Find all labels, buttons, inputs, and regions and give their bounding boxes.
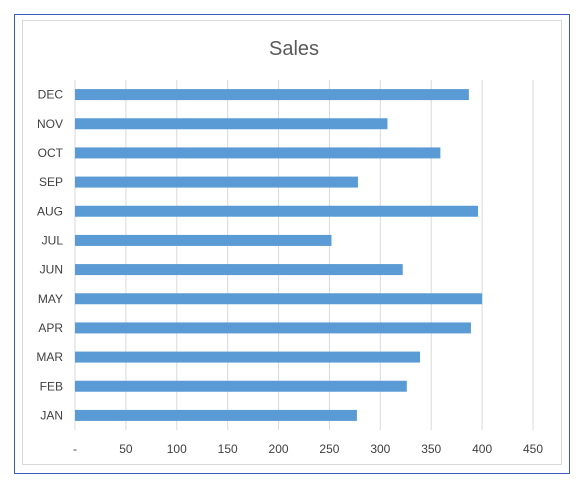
- chart-title: Sales: [269, 38, 319, 60]
- category-label-dec: DEC: [38, 88, 64, 102]
- x-tick-label: 100: [167, 442, 187, 456]
- category-label-jan: JAN: [40, 408, 63, 422]
- x-axis-tick-labels: - 50 100 150 200 250 300 350 400 450: [73, 442, 543, 456]
- bars: [75, 89, 483, 421]
- x-tick-label: -: [73, 442, 77, 456]
- x-tick-label: 350: [421, 442, 441, 456]
- category-label-jul: JUL: [42, 233, 64, 247]
- category-label-jun: JUN: [40, 263, 63, 277]
- category-label-feb: FEB: [40, 379, 63, 393]
- bar-nov: [75, 118, 388, 130]
- x-tick-label: 450: [523, 442, 543, 456]
- x-tick-label: 250: [319, 442, 339, 456]
- category-label-mar: MAR: [36, 350, 63, 364]
- category-label-nov: NOV: [37, 117, 63, 131]
- x-tick-label: 300: [370, 442, 390, 456]
- bar-jan: [75, 409, 357, 421]
- x-tick-label: 150: [218, 442, 238, 456]
- bar-feb: [75, 380, 407, 392]
- category-labels: JAN FEB MAR APR MAY JUN JUL AUG SEP OCT NOV DEC: [36, 88, 63, 423]
- category-label-may: MAY: [38, 292, 63, 306]
- category-label-aug: AUG: [37, 204, 63, 218]
- bar-oct: [75, 147, 441, 159]
- bar-sep: [75, 176, 358, 188]
- bar-mar: [75, 351, 421, 363]
- category-label-oct: OCT: [38, 146, 64, 160]
- category-label-sep: SEP: [39, 175, 63, 189]
- grid-lines: [74, 80, 534, 430]
- bar-jun: [75, 264, 403, 276]
- bar-may: [75, 293, 483, 305]
- bar-apr: [75, 322, 471, 334]
- x-tick-label: 50: [119, 442, 133, 456]
- category-label-apr: APR: [38, 321, 63, 335]
- bar-jul: [75, 234, 332, 246]
- bar-dec: [75, 89, 469, 101]
- bar-aug: [75, 205, 479, 217]
- x-tick-label: 200: [269, 442, 289, 456]
- x-tick-label: 400: [472, 442, 492, 456]
